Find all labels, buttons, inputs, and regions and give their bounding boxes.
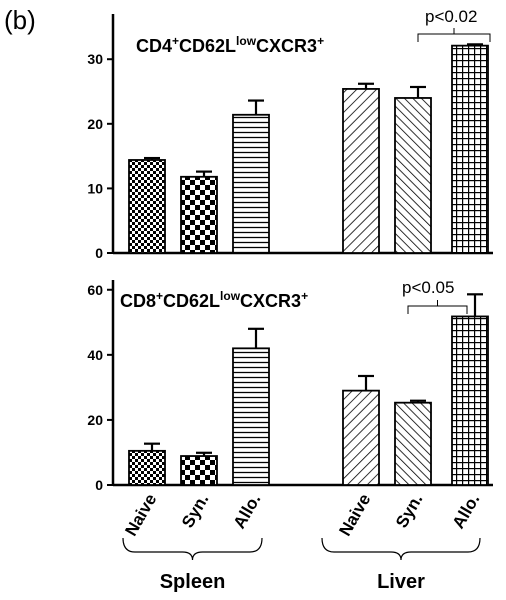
group-label-spleen: Spleen — [160, 571, 226, 593]
chart-title: CD4+CD62LlowCXCR3+ — [136, 34, 324, 56]
chart-title: CD8+CD62LlowCXCR3+ — [120, 289, 308, 311]
charts: 0 10 20 30 CD4+CD62LlowCXCR3+ p<0.02 0 20 40 60 CD… — [87, 7, 493, 493]
significance-bracket — [417, 28, 491, 42]
y-tick-label: 30 — [87, 51, 103, 67]
bar-syn-spleen — [180, 175, 218, 254]
x-category-label: Syn. — [392, 491, 426, 532]
bar-naive-liver — [342, 88, 380, 254]
p-value-annotation: p<0.05 — [402, 278, 454, 297]
bar-syn-spleen — [180, 455, 218, 486]
chart-panel-2: 0 20 40 60 CD8+CD62LlowCXCR3+ p<0.05 — [87, 278, 493, 493]
bar-naive-spleen — [128, 449, 166, 486]
chart-panel-1: 0 10 20 30 CD4+CD62LlowCXCR3+ p<0.02 — [87, 7, 493, 261]
significance-bracket — [407, 300, 468, 314]
group-brace — [321, 537, 481, 561]
x-category-label: Allo. — [449, 491, 484, 532]
p-value-annotation: p<0.02 — [425, 7, 477, 26]
panel-label: (b) — [4, 5, 36, 35]
x-category-label: Allo. — [230, 491, 265, 532]
y-tick-label: 0 — [95, 477, 103, 493]
y-tick-label: 20 — [87, 116, 103, 132]
y-tick-label: 20 — [87, 412, 103, 428]
bar-allo-spleen — [232, 347, 270, 486]
y-tick-label: 10 — [87, 180, 103, 196]
x-category-label: Naive — [335, 491, 374, 540]
y-tick-label: 0 — [95, 245, 103, 261]
group-label-liver: Liver — [377, 571, 425, 593]
bar-syn-liver — [394, 97, 432, 254]
x-category-label: Naive — [121, 491, 160, 540]
bar-naive-spleen — [128, 159, 166, 254]
bar-allo-liver — [451, 315, 489, 486]
group-labels: Spleen Liver — [122, 537, 481, 593]
y-tick-label: 60 — [87, 282, 103, 298]
bar-allo-spleen — [232, 113, 270, 254]
x-category-label: Syn. — [178, 491, 212, 532]
x-axis-labels: Naive Syn. Allo. Naive Syn. Allo. — [121, 491, 483, 540]
bar-syn-liver — [394, 401, 432, 486]
bar-allo-liver — [451, 44, 489, 254]
bar-naive-liver — [342, 389, 380, 486]
y-tick-label: 40 — [87, 347, 103, 363]
group-brace — [122, 537, 263, 561]
